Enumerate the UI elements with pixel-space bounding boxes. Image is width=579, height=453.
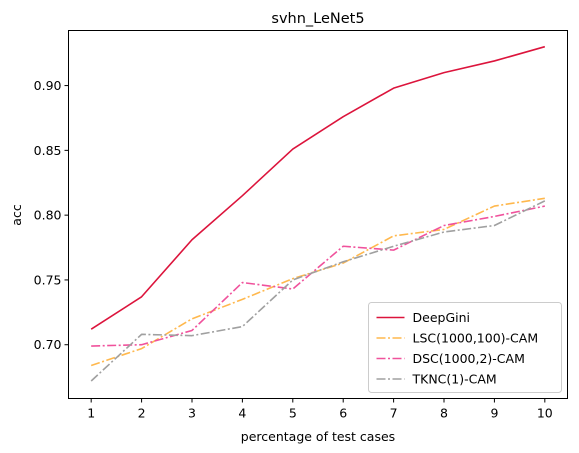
x-tick-label: 6 bbox=[339, 406, 347, 421]
x-tick-label: 5 bbox=[289, 406, 297, 421]
y-tick-label: 0.80 bbox=[34, 208, 62, 223]
x-tick-label: 2 bbox=[138, 406, 146, 421]
x-tick-label: 10 bbox=[537, 406, 553, 421]
x-tick-label: 1 bbox=[87, 406, 95, 421]
y-tick-label: 0.75 bbox=[34, 272, 62, 287]
legend-label: DeepGini bbox=[413, 310, 471, 325]
x-tick-label: 3 bbox=[188, 406, 196, 421]
legend: DeepGini LSC(1000,100)-CAM DSC(1000,2)-CAM… bbox=[368, 302, 562, 393]
x-tick-label: 8 bbox=[440, 406, 448, 421]
chart-title: svhn_LeNet5 bbox=[271, 11, 364, 27]
x-axis-label: percentage of test cases bbox=[241, 429, 395, 444]
series-lines bbox=[90, 45, 546, 382]
series-line-lsc-1000-100-cam bbox=[90, 197, 545, 367]
x-tick-label: 4 bbox=[238, 406, 246, 421]
legend-label: TKNC(1)-CAM bbox=[412, 372, 497, 387]
legend-label: DSC(1000,2)-CAM bbox=[413, 351, 525, 366]
x-tick-label: 7 bbox=[390, 406, 398, 421]
series-line-deepgini bbox=[90, 45, 546, 330]
series-line-tknc-1-cam bbox=[90, 200, 546, 382]
y-tick-label: 0.90 bbox=[34, 78, 62, 93]
series-line-dsc-1000-2-cam bbox=[91, 205, 545, 347]
x-tick-label: 9 bbox=[490, 406, 498, 421]
plot-frame bbox=[68, 30, 568, 399]
y-axis-label: acc bbox=[9, 204, 24, 226]
axes: 0.70 0.75 0.80 0.85 0.90 1 2 3 4 5 6 7 8 9 10 bbox=[34, 78, 553, 420]
legend-box bbox=[368, 302, 562, 393]
legend-label: LSC(1000,100)-CAM bbox=[413, 331, 539, 346]
y-tick-label: 0.85 bbox=[34, 143, 62, 158]
y-tick-label: 0.70 bbox=[34, 337, 62, 352]
